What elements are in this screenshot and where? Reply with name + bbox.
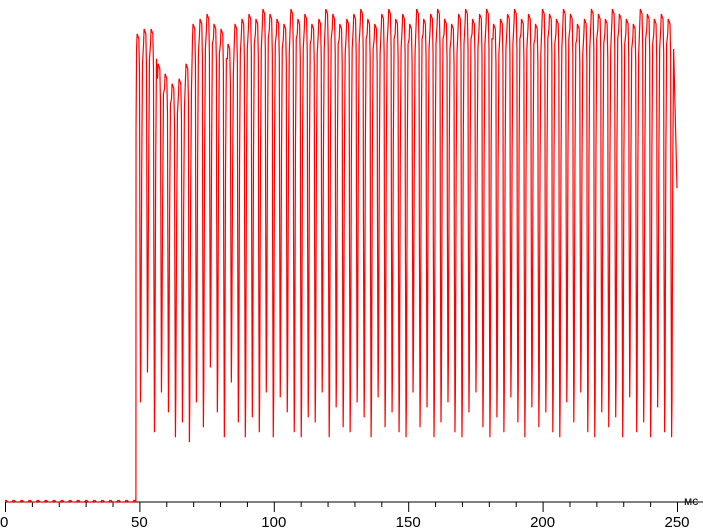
series-group (5, 8, 678, 503)
x-tick-label: 250 (664, 514, 689, 530)
x-tick-label: 0 (0, 514, 8, 530)
signal-line (5, 8, 678, 503)
x-tick-label: 50 (131, 514, 148, 530)
x-unit-label: мс (684, 494, 699, 508)
x-axis: 0 50 100 150 200 250 (0, 501, 703, 530)
x-tick-label: 100 (261, 514, 286, 530)
x-tick-label: 150 (396, 514, 421, 530)
x-tick-label: 200 (530, 514, 555, 530)
